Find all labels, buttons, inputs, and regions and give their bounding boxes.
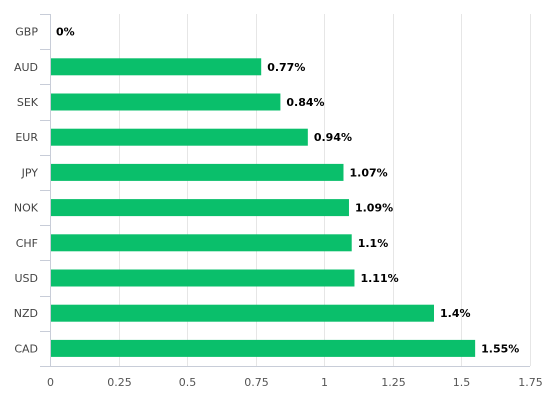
x-tick-label: 0.75: [244, 376, 269, 389]
x-tick-label: 1.75: [518, 376, 543, 389]
category-label: JPY: [21, 166, 39, 179]
bar: [51, 339, 476, 357]
category-label: SEK: [17, 96, 39, 109]
category-label: CHF: [16, 237, 38, 250]
data-label: 1.07%: [349, 166, 387, 179]
data-label: 0.84%: [286, 96, 324, 109]
category-label: EUR: [15, 131, 38, 144]
data-label: 1.09%: [355, 202, 393, 215]
category-label: NOK: [14, 202, 39, 215]
category-label: USD: [14, 272, 38, 285]
bar: [51, 128, 308, 146]
data-label: 1.11%: [360, 272, 398, 285]
x-tick-label: 1.25: [381, 376, 406, 389]
data-label: 0%: [56, 26, 75, 39]
category-label: AUD: [14, 61, 38, 74]
x-tick-label: 1: [321, 376, 328, 389]
data-label: 1.4%: [440, 307, 471, 320]
bar: [51, 93, 281, 111]
data-label: 1.55%: [481, 342, 519, 355]
bar: [51, 199, 349, 217]
x-tick-label: 0.25: [107, 376, 132, 389]
data-label: 0.94%: [314, 131, 352, 144]
x-tick-label: 0: [47, 376, 54, 389]
category-label: NZD: [14, 307, 38, 320]
bar: [51, 269, 355, 287]
category-label: CAD: [14, 342, 38, 355]
data-label: 1.1%: [358, 237, 389, 250]
data-label: 0.77%: [267, 61, 305, 74]
labels: 0 0.25 0.5 0.75 1 1.25 1.5 1.75 GBP 0% AUD 0.77% SEK…: [14, 26, 543, 389]
x-tick-label: 1.5: [453, 376, 471, 389]
bar: [51, 163, 344, 181]
axes: [40, 14, 530, 367]
x-tick-label: 0.5: [179, 376, 197, 389]
bar: [51, 58, 262, 76]
bar: [51, 304, 434, 322]
category-label: GBP: [15, 26, 38, 39]
bar: [51, 234, 352, 252]
bars: [51, 58, 476, 357]
